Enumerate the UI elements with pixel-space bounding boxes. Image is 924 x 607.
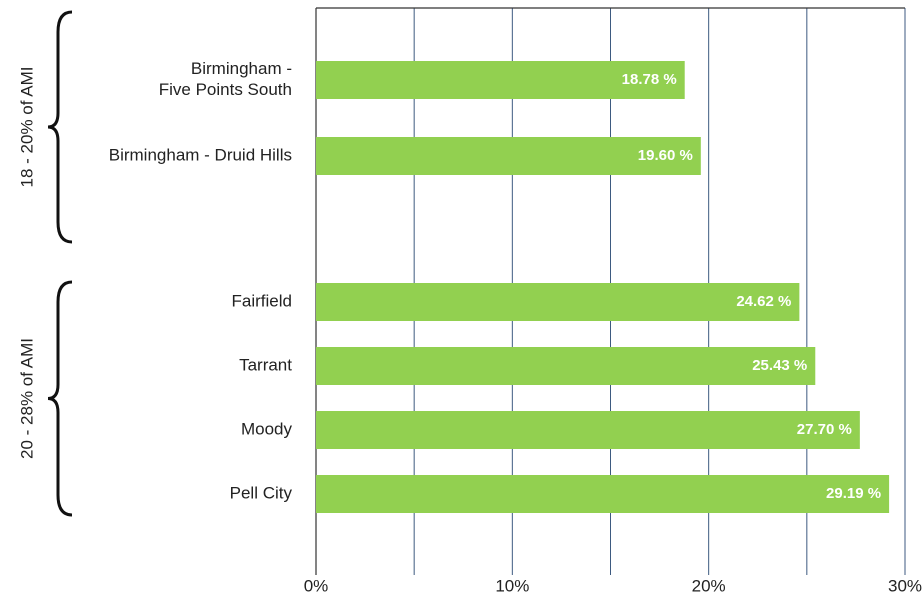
category-label: Birmingham - Druid Hills [109, 145, 292, 164]
x-tick-label: 0% [304, 576, 329, 595]
category-label: Fairfield [232, 291, 292, 310]
group-label: 18 - 20% of AMI [17, 67, 36, 188]
x-tick-label: 20% [692, 576, 726, 595]
bar [316, 475, 890, 513]
x-tick-label: 30% [888, 576, 922, 595]
group-brace [47, 280, 73, 517]
value-label: 19.60 % [638, 147, 693, 164]
group-brace [47, 10, 73, 244]
bar [316, 347, 816, 385]
category-label: Birmingham - [191, 59, 292, 78]
value-label: 24.62 % [736, 293, 791, 310]
value-label: 18.78 % [622, 71, 677, 88]
category-label: Pell City [230, 483, 293, 502]
group-label: 20 - 28% of AMI [17, 338, 36, 459]
bar [316, 137, 701, 175]
value-label: 25.43 % [752, 357, 807, 374]
value-label: 27.70 % [797, 421, 852, 438]
category-label: Tarrant [239, 355, 292, 374]
bar [316, 283, 800, 321]
value-label: 29.19 % [826, 485, 881, 502]
bar [316, 61, 685, 99]
category-label: Five Points South [159, 80, 292, 99]
x-tick-label: 10% [495, 576, 529, 595]
bar [316, 411, 860, 449]
category-label: Moody [241, 419, 293, 438]
